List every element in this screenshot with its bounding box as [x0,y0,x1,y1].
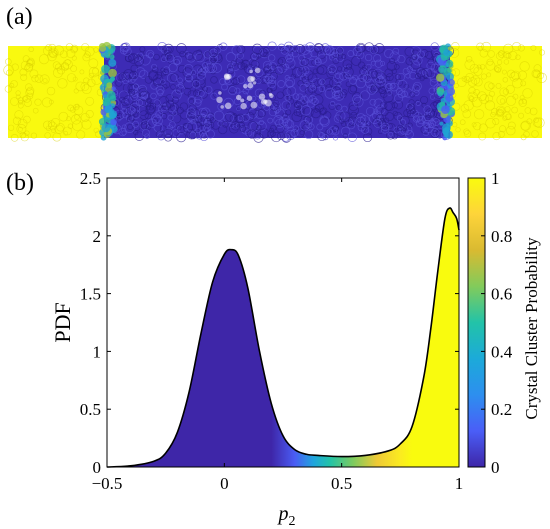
y-tick-label: 0.5 [80,400,101,419]
y-tick-label: 1.5 [80,285,101,304]
x-tick-label: −0.5 [92,474,123,493]
colorbar-tick-label: 0.6 [491,285,512,304]
atomistic-snapshot [3,41,547,143]
colorbar: 0 0.2 0.4 0.6 0.8 1 Crystal Cluster Probabilit… [467,169,541,477]
colorbar-tick-label: 1 [491,169,500,188]
plot-frame [106,177,460,468]
colorbar-tick-label: 0.4 [491,342,513,361]
x-tick-label: 0.5 [331,474,352,493]
interface-layers [98,41,456,141]
y-tick-label: 2 [93,227,102,246]
x-axis-label: p2 [277,503,296,529]
y-axis-label: PDF [50,302,75,342]
y-tick-label: 0 [93,458,102,477]
colorbar-tick-label: 0.8 [491,227,512,246]
colorbar-tick-label: 0.2 [491,400,512,419]
colorbar-tick-label: 0 [491,458,500,477]
y-tick-label: 2.5 [80,169,101,188]
colorbar-label: Crystal Cluster Probability [522,237,541,420]
pdf-area-fill [107,207,459,467]
panel-b-label: (b) [6,170,34,196]
pdf-curve [106,207,460,468]
colorbar-gradient [467,177,486,468]
panel-a-label: (a) [6,4,33,30]
y-tick-label: 1 [93,342,102,361]
x-tick-label: 0 [220,474,229,493]
x-tick-label: 1 [455,474,464,493]
